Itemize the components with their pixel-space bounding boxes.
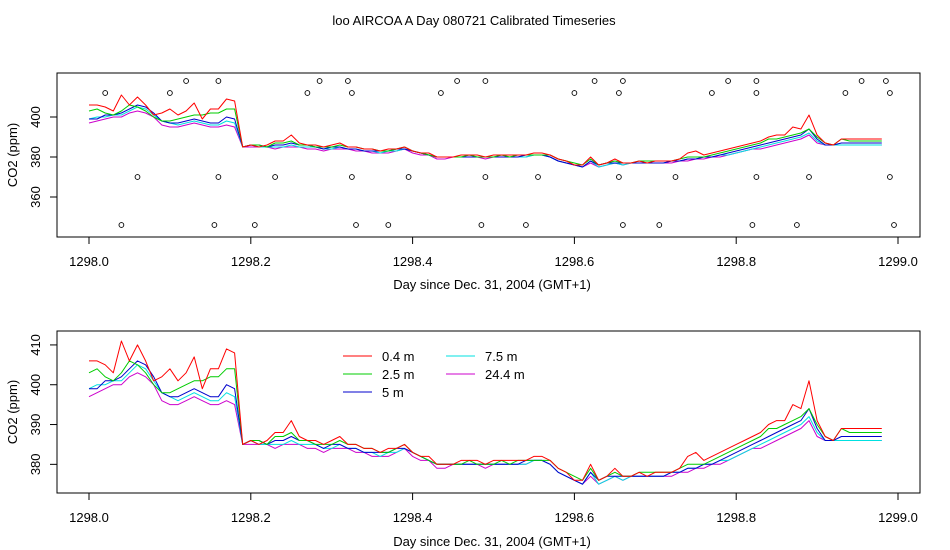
top-x-tick-label: 1299.0 [878,254,918,269]
scatter-point [806,174,812,180]
scatter-point [272,174,278,180]
legend-label: 0.4 m [382,349,415,364]
legend-label: 7.5 m [485,349,518,364]
top-series-line-4 [88,110,882,168]
top-series-line-3 [88,106,882,168]
scatter-point [304,90,311,96]
scatter-point [620,78,626,84]
scatter-point [656,222,663,228]
top-x-axis-label: Day since Dec. 31, 2004 (GMT+1) [393,277,591,292]
top-panel: 1298.0 1298.2 1298.4 1298.6 1298.8 1299.0 360… [5,72,921,292]
bottom-series-lines [88,340,882,485]
scatter-point [887,90,893,96]
bottom-x-tick-label: 1298.2 [231,510,271,525]
scatter-point [454,78,460,84]
figure-title: loo AIRCOA A Day 080721 Calibrated Times… [332,13,616,28]
top-plot-frame [56,72,921,238]
scatter-point [753,78,760,84]
scatter-point [794,222,800,228]
top-x-tick-label: 1298.0 [69,254,109,269]
top-series-line-1 [88,104,882,166]
bottom-y-tick-label: 390 [28,414,43,436]
bottom-y-axis-label: CO2 (ppm) [5,380,20,444]
scatter-point [620,222,626,228]
scatter-point [753,90,760,96]
scatter-point [215,78,222,84]
bottom-x-axis-label: Day since Dec. 31, 2004 (GMT+1) [393,534,591,549]
scatter-point [118,222,125,228]
scatter-point [753,174,760,180]
scatter-point [316,78,323,84]
bottom-x-tick-label: 1298.8 [716,510,756,525]
top-y-axis-label: CO2 (ppm) [5,123,20,187]
scatter-point [349,90,355,96]
scatter-point [842,90,849,96]
top-x-tick-label: 1298.6 [555,254,595,269]
scatter-point [523,222,529,228]
bottom-y-tick-label: 410 [28,334,43,356]
top-y-tick-label: 400 [28,106,43,128]
scatter-point [616,174,622,180]
top-series-line-2 [89,104,882,168]
scatter-point [891,222,897,228]
top-y-tick-label: 380 [28,146,43,168]
scatter-point [535,174,541,180]
legend-label: 24.4 m [485,367,525,382]
scatter-point [251,222,258,228]
top-x-axis: 1298.0 1298.2 1298.4 1298.6 1298.8 1299.0 [69,237,918,269]
top-y-axis: 360 380 400 [28,106,57,208]
bottom-plot-frame [56,330,921,494]
scatter-point [405,174,412,180]
bottom-series-line-3 [88,364,882,485]
scatter-point [616,90,622,96]
top-series-line-0 [89,94,882,166]
scatter-point [183,78,189,84]
scatter-point [478,222,485,228]
scatter-point [571,90,578,96]
scatter-point [482,78,489,84]
top-x-tick-label: 1298.8 [716,254,756,269]
scatter-point [345,78,351,84]
scatter-point [482,174,489,180]
bottom-y-axis: 380 390 400 410 [28,334,57,475]
scatter-point [672,174,679,180]
scatter-point [349,174,355,180]
bottom-x-axis: 1298.0 1298.2 1298.4 1298.6 1298.8 1299.0 [69,493,918,525]
top-x-tick-label: 1298.2 [231,254,271,269]
top-scatter-points [102,78,897,228]
legend: 0.4 m 2.5 m 5 m 7.5 m 24.4 m [343,349,525,400]
scatter-point [211,222,218,228]
scatter-point [883,78,889,84]
scatter-point [591,78,598,84]
legend-label: 5 m [382,385,404,400]
bottom-x-tick-label: 1298.0 [69,510,109,525]
top-x-tick-label: 1298.4 [393,254,433,269]
scatter-point [385,222,392,228]
scatter-point [167,90,173,96]
scatter-point [858,78,865,84]
bottom-y-tick-label: 400 [28,374,43,396]
scatter-point [134,174,141,180]
bottom-panel: 1298.0 1298.2 1298.4 1298.6 1298.8 1299.0 380… [5,330,921,549]
bottom-x-tick-label: 1299.0 [878,510,918,525]
bottom-y-tick-label: 380 [28,453,43,475]
scatter-point [887,174,893,180]
scatter-point [709,90,715,96]
scatter-point [725,78,731,84]
bottom-x-tick-label: 1298.6 [555,510,595,525]
scatter-point [215,174,222,180]
scatter-point [438,90,444,96]
top-series-lines [88,94,882,168]
bottom-series-line-0 [89,340,882,481]
legend-label: 2.5 m [382,367,415,382]
top-y-tick-label: 360 [28,186,43,208]
bottom-series-line-4 [88,372,882,485]
scatter-point [102,90,109,96]
scatter-point [749,222,756,228]
bottom-x-tick-label: 1298.4 [393,510,433,525]
scatter-point [353,222,359,228]
